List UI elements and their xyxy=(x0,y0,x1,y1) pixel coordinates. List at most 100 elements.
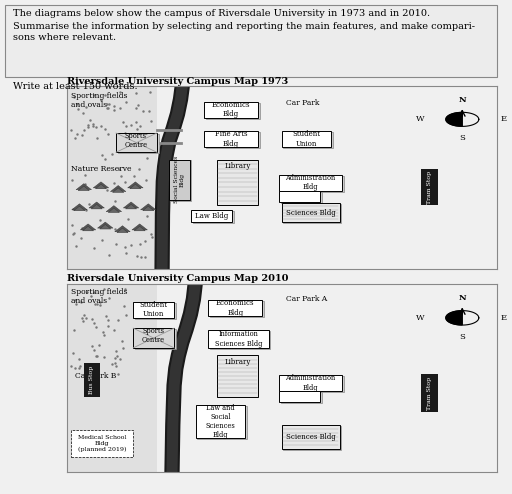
Polygon shape xyxy=(446,113,462,126)
Text: Law and
Social
Sciences
Bldg: Law and Social Sciences Bldg xyxy=(205,404,235,439)
Text: Tram Stop: Tram Stop xyxy=(427,376,432,410)
Polygon shape xyxy=(78,186,90,191)
Text: W: W xyxy=(416,116,424,124)
Text: Sports
Centre: Sports Centre xyxy=(142,327,165,344)
Bar xyxy=(208,330,269,348)
Bar xyxy=(280,391,321,402)
Bar xyxy=(210,301,264,317)
Bar xyxy=(133,328,174,348)
Text: Economics
Bldg: Economics Bldg xyxy=(216,299,254,317)
Text: Car Park B: Car Park B xyxy=(75,372,117,380)
Bar xyxy=(281,392,322,403)
Bar xyxy=(191,210,232,222)
Polygon shape xyxy=(115,226,130,232)
Bar xyxy=(217,160,258,206)
Text: Tram Stop: Tram Stop xyxy=(427,170,432,204)
Bar xyxy=(282,204,339,222)
Bar xyxy=(282,131,331,147)
Polygon shape xyxy=(91,205,102,209)
Text: Law Bldg: Law Bldg xyxy=(195,212,228,220)
Text: Economics
Bldg: Economics Bldg xyxy=(212,101,250,119)
Bar xyxy=(71,430,133,457)
Text: Write at least 150 words.: Write at least 150 words. xyxy=(13,82,137,90)
Polygon shape xyxy=(117,228,128,233)
Text: Sports'
Centre: Sports' Centre xyxy=(124,132,148,149)
Polygon shape xyxy=(125,205,137,209)
Text: N: N xyxy=(458,96,466,104)
Text: Summarise the information by selecting and reporting the main features, and make: Summarise the information by selecting a… xyxy=(13,22,475,41)
Text: Library: Library xyxy=(224,358,251,366)
Text: The diagrams below show the campus of Riversdale University in 1973 and in 2010.: The diagrams below show the campus of Ri… xyxy=(13,9,430,18)
Text: Student
Union: Student Union xyxy=(292,130,321,148)
Text: Fine Arts
Bldg: Fine Arts Bldg xyxy=(215,130,247,148)
Bar xyxy=(421,169,438,206)
Text: N: N xyxy=(458,294,466,302)
Text: Riversdale University Campus Map 2010: Riversdale University Campus Map 2010 xyxy=(67,274,288,283)
Text: S: S xyxy=(459,134,465,142)
Text: Nature Reserve: Nature Reserve xyxy=(71,165,132,173)
Bar xyxy=(208,300,262,316)
Polygon shape xyxy=(123,202,139,208)
Polygon shape xyxy=(74,206,85,211)
Text: Information
Sciences Bldg: Information Sciences Bldg xyxy=(215,330,262,348)
Bar xyxy=(280,175,342,191)
Polygon shape xyxy=(100,224,111,229)
Text: W: W xyxy=(416,314,424,322)
Polygon shape xyxy=(127,182,143,188)
Polygon shape xyxy=(97,222,113,228)
Polygon shape xyxy=(89,202,104,208)
Polygon shape xyxy=(93,182,109,188)
Text: Bus Stop: Bus Stop xyxy=(90,366,94,394)
Polygon shape xyxy=(95,184,106,189)
Bar xyxy=(217,355,258,397)
Text: Student
Union: Student Union xyxy=(140,301,167,319)
Bar xyxy=(280,191,321,202)
Polygon shape xyxy=(113,188,124,193)
Polygon shape xyxy=(111,186,126,192)
Bar xyxy=(206,103,260,119)
Bar xyxy=(206,132,260,148)
Bar xyxy=(281,192,322,203)
Text: Social Sciences
Bldg: Social Sciences Bldg xyxy=(174,156,185,204)
Text: Medical School
Bldg
(planned 2019): Medical School Bldg (planned 2019) xyxy=(78,435,126,452)
Bar xyxy=(204,131,258,147)
Text: Library: Library xyxy=(224,163,251,170)
Text: E: E xyxy=(500,314,506,322)
Bar xyxy=(170,160,191,201)
Bar xyxy=(118,134,159,153)
Bar xyxy=(116,133,157,152)
Bar xyxy=(135,329,176,349)
Bar xyxy=(193,211,234,223)
Polygon shape xyxy=(143,206,154,211)
Bar xyxy=(281,376,344,392)
Bar xyxy=(84,363,100,397)
Polygon shape xyxy=(446,311,462,325)
Polygon shape xyxy=(140,204,156,210)
Bar xyxy=(281,176,344,192)
Polygon shape xyxy=(132,224,147,230)
Bar xyxy=(283,205,342,223)
Text: Sciences Bldg: Sciences Bldg xyxy=(286,433,335,441)
Text: E: E xyxy=(500,116,506,124)
Bar xyxy=(196,405,245,438)
Bar xyxy=(157,86,497,269)
Text: S: S xyxy=(459,333,465,341)
Bar xyxy=(282,425,339,449)
Polygon shape xyxy=(106,206,122,211)
Bar xyxy=(421,374,438,412)
Text: Car Park A: Car Park A xyxy=(286,295,327,303)
Text: Sporting fields
and ovals: Sporting fields and ovals xyxy=(71,92,127,109)
Text: Car Park: Car Park xyxy=(286,99,319,107)
Polygon shape xyxy=(80,224,96,230)
Polygon shape xyxy=(134,226,145,231)
Polygon shape xyxy=(72,204,87,210)
Bar xyxy=(133,302,174,318)
Text: Administration
Bldg: Administration Bldg xyxy=(286,174,336,192)
Bar xyxy=(135,303,176,319)
Bar xyxy=(157,284,497,472)
Bar xyxy=(283,132,333,148)
Bar xyxy=(280,375,342,391)
Bar xyxy=(210,331,270,349)
Polygon shape xyxy=(130,184,141,189)
Bar xyxy=(169,160,189,200)
